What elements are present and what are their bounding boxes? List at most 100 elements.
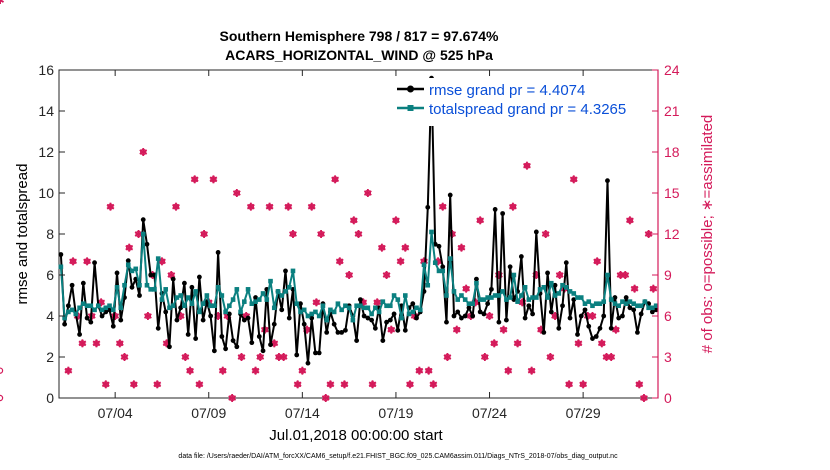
totalspread-point: [264, 297, 270, 302]
obs-assimilated-marker: [312, 298, 321, 307]
rmse-point: [298, 301, 303, 307]
rmse-point: [88, 319, 94, 325]
obs-assimilated-stroke: [153, 381, 162, 388]
obs-assimilated-stroke: [134, 231, 143, 237]
obs-assimilated-stroke: [644, 231, 653, 237]
obs-assimilated-marker: [457, 243, 466, 252]
rmse-point: [459, 315, 464, 321]
totalspread-point: [376, 309, 382, 315]
totalspread-point: [268, 278, 273, 284]
totalspread-point: [459, 293, 464, 298]
totalspread-point: [346, 305, 352, 311]
totalspread-point: [275, 289, 281, 294]
rmse-point: [593, 334, 599, 339]
obs-assimilated-marker: [607, 353, 616, 361]
totalspread-point: [219, 293, 225, 298]
obs-assimilated-stroke: [373, 299, 382, 306]
totalspread-point: [107, 303, 112, 309]
rmse-point: [414, 315, 419, 321]
totalspread-point: [137, 282, 142, 288]
rmse-point: [380, 338, 386, 343]
rmse-point: [174, 317, 180, 323]
obs-assimilated-stroke: [392, 217, 400, 224]
totalspread-point: [447, 256, 453, 261]
y-axis-label: rmse and totalspread: [14, 164, 31, 305]
obs-assimilated-marker: [92, 339, 101, 348]
obs-assimilated-stroke: [293, 381, 302, 388]
legend: rmse grand pr = 4.4074 totalspread grand…: [394, 78, 626, 126]
totalspread-point: [212, 303, 217, 309]
totalspread-point: [152, 287, 157, 292]
totalspread-point: [466, 301, 472, 306]
rmse-point: [548, 309, 554, 315]
obs-assimilated-stroke: [335, 258, 344, 265]
obs-assimilated-marker: [593, 257, 602, 266]
y-right-tick-label: 24: [664, 62, 680, 78]
totalspread-point: [77, 305, 82, 311]
obs-assimilated-stroke: [541, 231, 550, 237]
obs-assimilated-stroke: [527, 367, 536, 374]
totalspread-point: [436, 268, 442, 274]
totalspread-point: [623, 301, 629, 306]
totalspread-point: [193, 289, 198, 294]
y-tick-label: 10: [38, 185, 54, 201]
rmse-point: [410, 301, 416, 307]
rmse-point: [271, 321, 277, 327]
rmse-point: [578, 313, 584, 319]
totalspread-point: [245, 287, 251, 292]
rmse-point: [196, 274, 202, 280]
rmse-point: [107, 307, 112, 313]
obs-assimilated-marker: [392, 216, 400, 225]
totalspread-point: [653, 303, 659, 309]
totalspread-point: [350, 317, 356, 323]
totalspread-point: [238, 309, 243, 315]
totalspread-point: [560, 282, 565, 288]
totalspread-point: [256, 297, 262, 302]
obs-assimilated-stroke: [64, 367, 73, 374]
rmse-point: [114, 270, 120, 276]
totalspread-point: [402, 293, 408, 298]
obs-assimilated-marker: [443, 353, 452, 361]
obs-assimilated-marker: [523, 161, 531, 170]
rmse-point: [219, 334, 225, 339]
totalspread-point: [189, 301, 195, 306]
rmse-point: [447, 192, 453, 198]
totalspread-point: [511, 272, 517, 278]
y-right-tick-label: 6: [664, 308, 672, 324]
chart-title: Southern Hemisphere 798 / 817 = 97.674%: [220, 28, 500, 44]
totalspread-point: [358, 303, 363, 309]
totalspread-point: [522, 285, 528, 290]
obs-assimilated-stroke: [429, 381, 438, 388]
obs-assimilated-marker: [401, 243, 410, 252]
totalspread-point: [118, 305, 124, 311]
obs-assimilated-stroke: [298, 367, 307, 374]
obs-assimilated-stroke: [457, 244, 466, 251]
obs-assimilated-marker: [373, 298, 382, 307]
rmse-point: [391, 311, 397, 317]
x-tick-label: 07/14: [285, 405, 320, 421]
obs-assimilated-marker: [125, 243, 134, 252]
rmse-point: [518, 254, 524, 259]
obs-assimilated-stroke: [354, 231, 363, 237]
obs-assimilated-stroke: [504, 367, 513, 374]
totalspread-point: [593, 301, 599, 306]
totalspread-point: [110, 307, 116, 313]
totalspread-point: [414, 305, 419, 311]
totalspread-point: [556, 291, 562, 296]
totalspread-point: [541, 285, 547, 290]
obs-assimilated-marker: [640, 394, 648, 402]
x-tick-label: 07/24: [472, 405, 507, 421]
totalspread-point: [455, 297, 461, 302]
y-right-tick-label: 15: [664, 185, 680, 201]
obs-assimilated-stroke: [424, 367, 433, 374]
totalspread-point: [421, 262, 427, 268]
y-tick-label: 8: [46, 226, 54, 242]
obs-assimilated-stroke: [626, 217, 634, 224]
obs-assimilated-stroke: [256, 354, 265, 360]
obs-assimilated-stroke: [401, 244, 410, 251]
obs-assimilated-marker: [106, 202, 115, 211]
rmse-point: [103, 309, 109, 315]
y-tick-label: 0: [46, 390, 54, 406]
obs-assimilated-marker: [630, 284, 639, 293]
obs-assimilated-marker: [349, 216, 358, 225]
